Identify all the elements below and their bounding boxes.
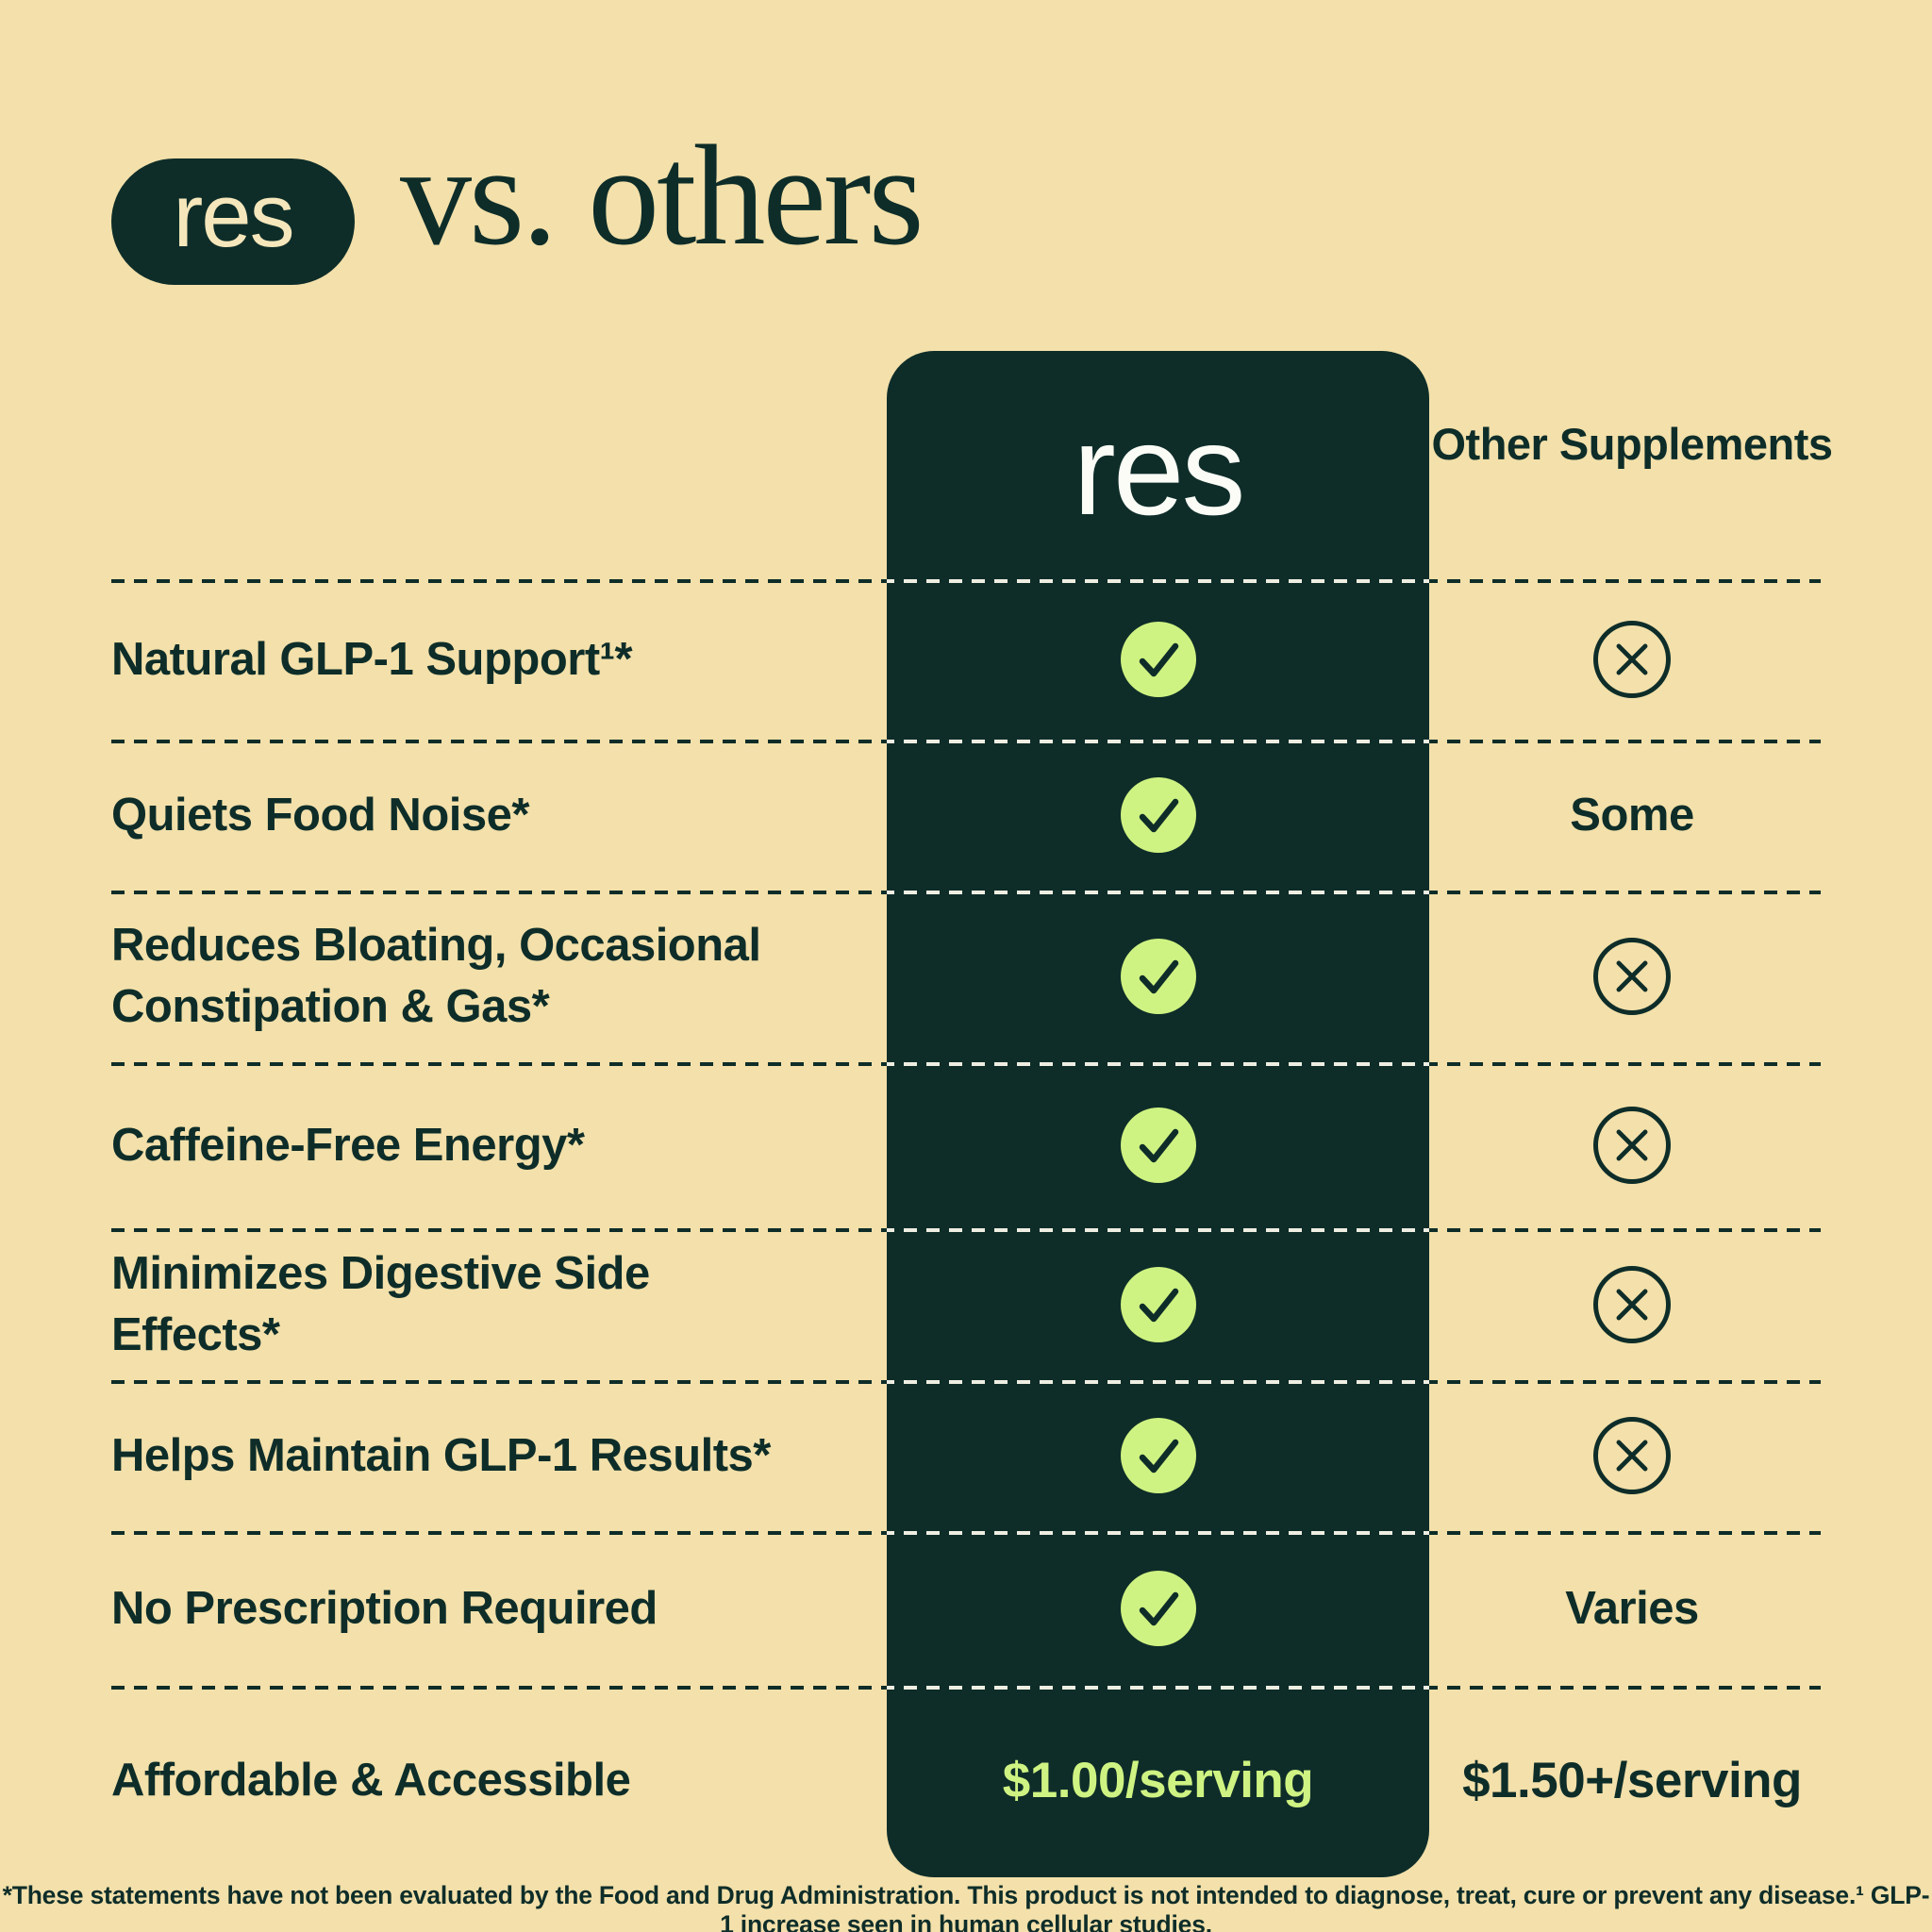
row-separator	[111, 1686, 1821, 1690]
check-icon	[1120, 777, 1196, 853]
table-row: Natural GLP-1 Support¹*	[0, 579, 1932, 740]
table-row: Affordable & Accessible $1.00/serving $1…	[0, 1686, 1932, 1874]
row-label: Affordable & Accessible	[111, 1754, 631, 1806]
row-separator	[111, 579, 1821, 583]
res-logo-text: res	[173, 165, 294, 266]
others-value: Some	[1570, 790, 1694, 841]
table-row: Reduces Bloating, Occasional Constipatio…	[0, 891, 1932, 1062]
others-value: Varies	[1565, 1583, 1699, 1634]
row-separator	[111, 740, 1821, 743]
row-separator-over-dark	[887, 1380, 1429, 1384]
res-logo-pill: res	[111, 158, 355, 285]
table-row: Quiets Food Noise* Some	[0, 740, 1932, 891]
row-label: No Prescription Required	[111, 1582, 658, 1634]
check-icon	[1120, 1266, 1196, 1342]
row-separator-over-dark	[887, 740, 1429, 743]
table-row: No Prescription Required Varies	[0, 1531, 1932, 1686]
row-separator	[111, 1380, 1821, 1384]
row-label: Helps Maintain GLP-1 Results*	[111, 1429, 771, 1481]
row-separator-over-dark	[887, 1062, 1429, 1066]
row-separator	[111, 891, 1821, 894]
row-separator	[111, 1062, 1821, 1066]
row-separator	[111, 1228, 1821, 1232]
x-icon	[1593, 938, 1671, 1015]
check-icon	[1120, 1571, 1196, 1646]
row-label: Quiets Food Noise*	[111, 789, 529, 841]
table-row: Minimizes Digestive Side Effects*	[0, 1228, 1932, 1380]
check-icon	[1120, 622, 1196, 697]
footnote: *These statements have not been evaluate…	[2, 1881, 1930, 1932]
row-separator	[111, 1531, 1821, 1535]
x-icon	[1593, 1265, 1671, 1343]
others-price: $1.50+/serving	[1462, 1752, 1802, 1808]
x-icon	[1593, 1107, 1671, 1184]
row-separator-over-dark	[887, 1531, 1429, 1535]
table-row: Caffeine-Free Energy*	[0, 1062, 1932, 1228]
check-icon	[1120, 939, 1196, 1014]
check-icon	[1120, 1418, 1196, 1493]
x-icon	[1593, 1417, 1671, 1494]
page-title: vs. others	[400, 116, 924, 275]
res-column-header: res	[1073, 398, 1246, 541]
row-separator-over-dark	[887, 579, 1429, 583]
row-label: Reduces Bloating, Occasional Constipatio…	[111, 920, 761, 1032]
table-row: Helps Maintain GLP-1 Results*	[0, 1380, 1932, 1531]
x-icon	[1593, 621, 1671, 698]
others-column-header: Other Supplements	[1431, 419, 1833, 469]
row-separator-over-dark	[887, 1228, 1429, 1232]
row-label: Natural GLP-1 Support¹*	[111, 633, 633, 685]
row-separator-over-dark	[887, 891, 1429, 894]
row-separator-over-dark	[887, 1686, 1429, 1690]
res-price: $1.00/serving	[1002, 1752, 1314, 1808]
row-label: Caffeine-Free Energy*	[111, 1119, 585, 1171]
row-label: Minimizes Digestive Side Effects*	[111, 1247, 650, 1360]
check-icon	[1120, 1108, 1196, 1183]
